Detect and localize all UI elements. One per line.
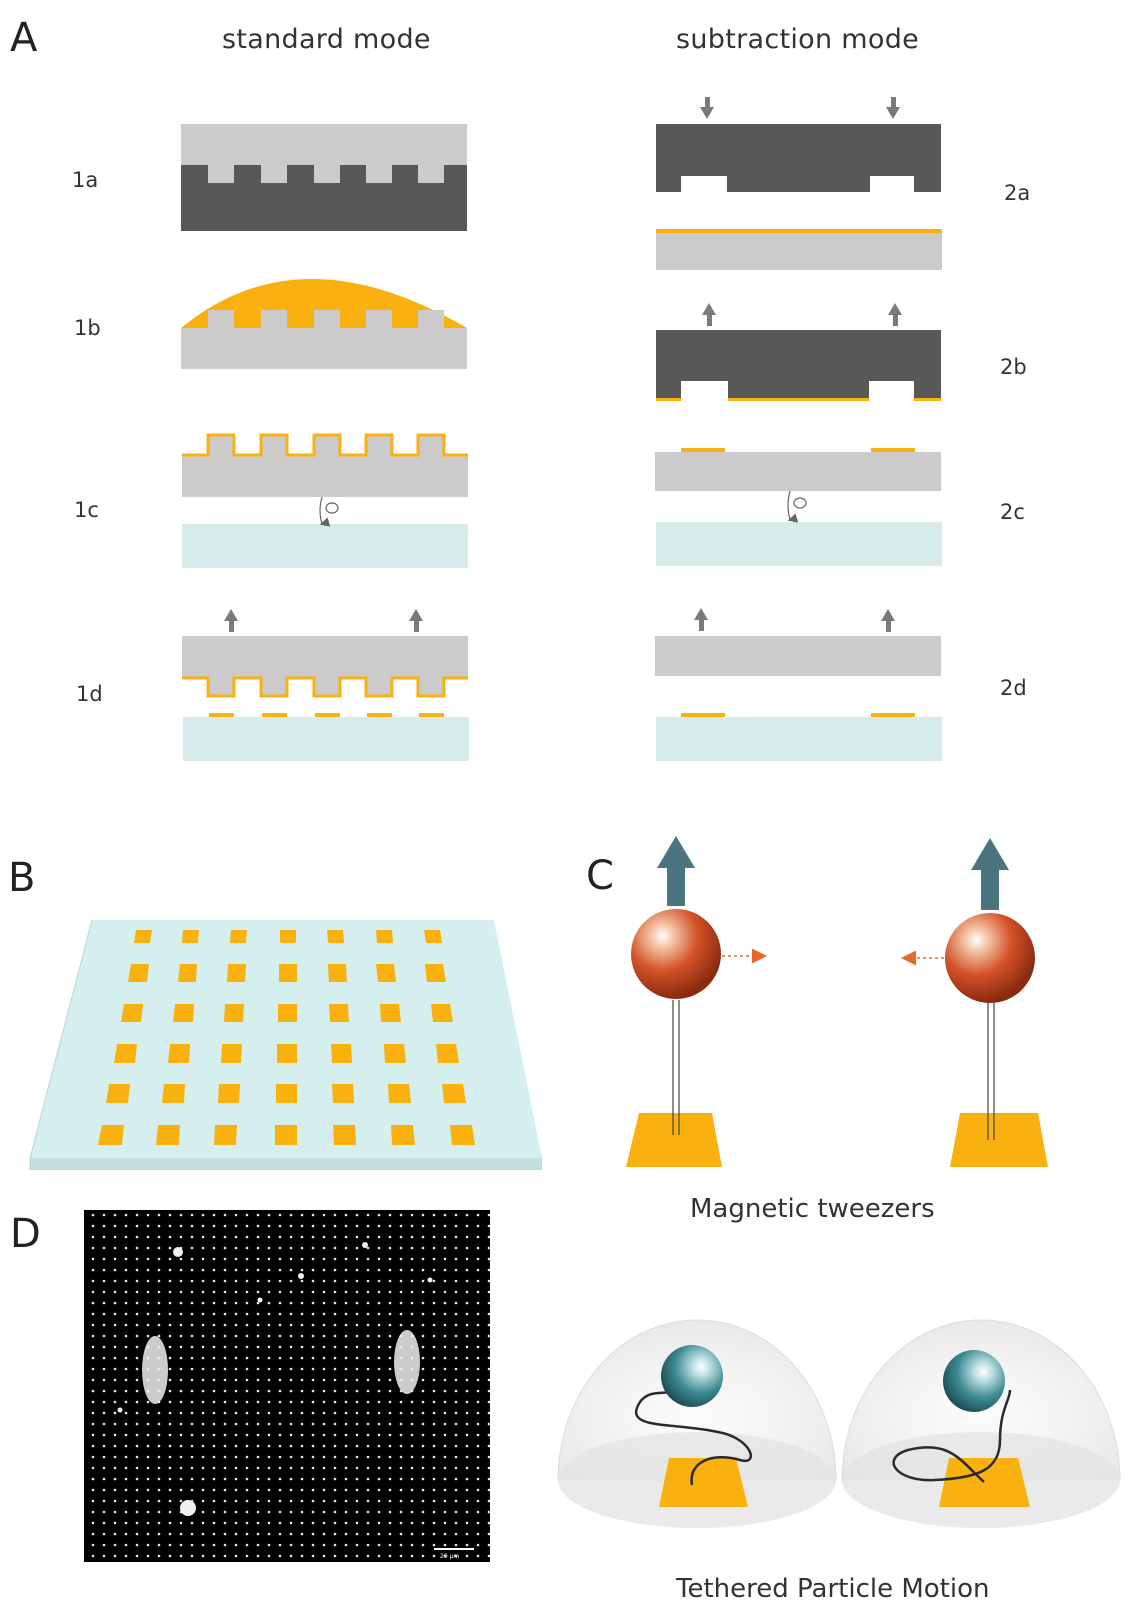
tpm-caption: Tethered Particle Motion [676,1574,990,1604]
magnetic-tweezer-left [626,836,767,1167]
step-2d-diagram [655,608,942,761]
step-label-1c: 1c [74,498,99,522]
step-label-2a: 2a [1004,181,1031,205]
step-1c-diagram [182,433,468,568]
panel-c-label: C [586,853,614,899]
step-1a-diagram [181,124,467,231]
step-2b-diagram [656,303,941,401]
tpm-right [841,1319,1121,1528]
gold-pad-array [29,919,542,1170]
magnetic-tweezer-right [901,838,1048,1167]
step-label-1d: 1d [76,682,103,706]
panel-b-label: B [8,855,36,901]
step-2a-diagram [656,97,942,270]
standard-mode-title: standard mode [222,24,431,55]
step-1b-diagram [181,279,467,369]
step-label-2d: 2d [1000,676,1027,700]
subtraction-mode-title: subtraction mode [676,24,920,55]
step-1d-diagram [182,609,469,761]
scale-bar-label: 20 µm [440,1553,459,1560]
step-label-2c: 2c [1000,500,1025,524]
panel-d-label: D [10,1211,41,1257]
fluorescence-image: 20 µm [84,1210,490,1562]
step-label-1b: 1b [74,316,101,340]
step-label-2b: 2b [1000,355,1027,379]
panel-a-label: A [10,15,38,61]
step-2c-diagram [655,448,942,566]
tpm-left [557,1319,837,1528]
magnetic-tweezers-caption: Magnetic tweezers [690,1194,935,1224]
step-label-1a: 1a [72,168,99,192]
